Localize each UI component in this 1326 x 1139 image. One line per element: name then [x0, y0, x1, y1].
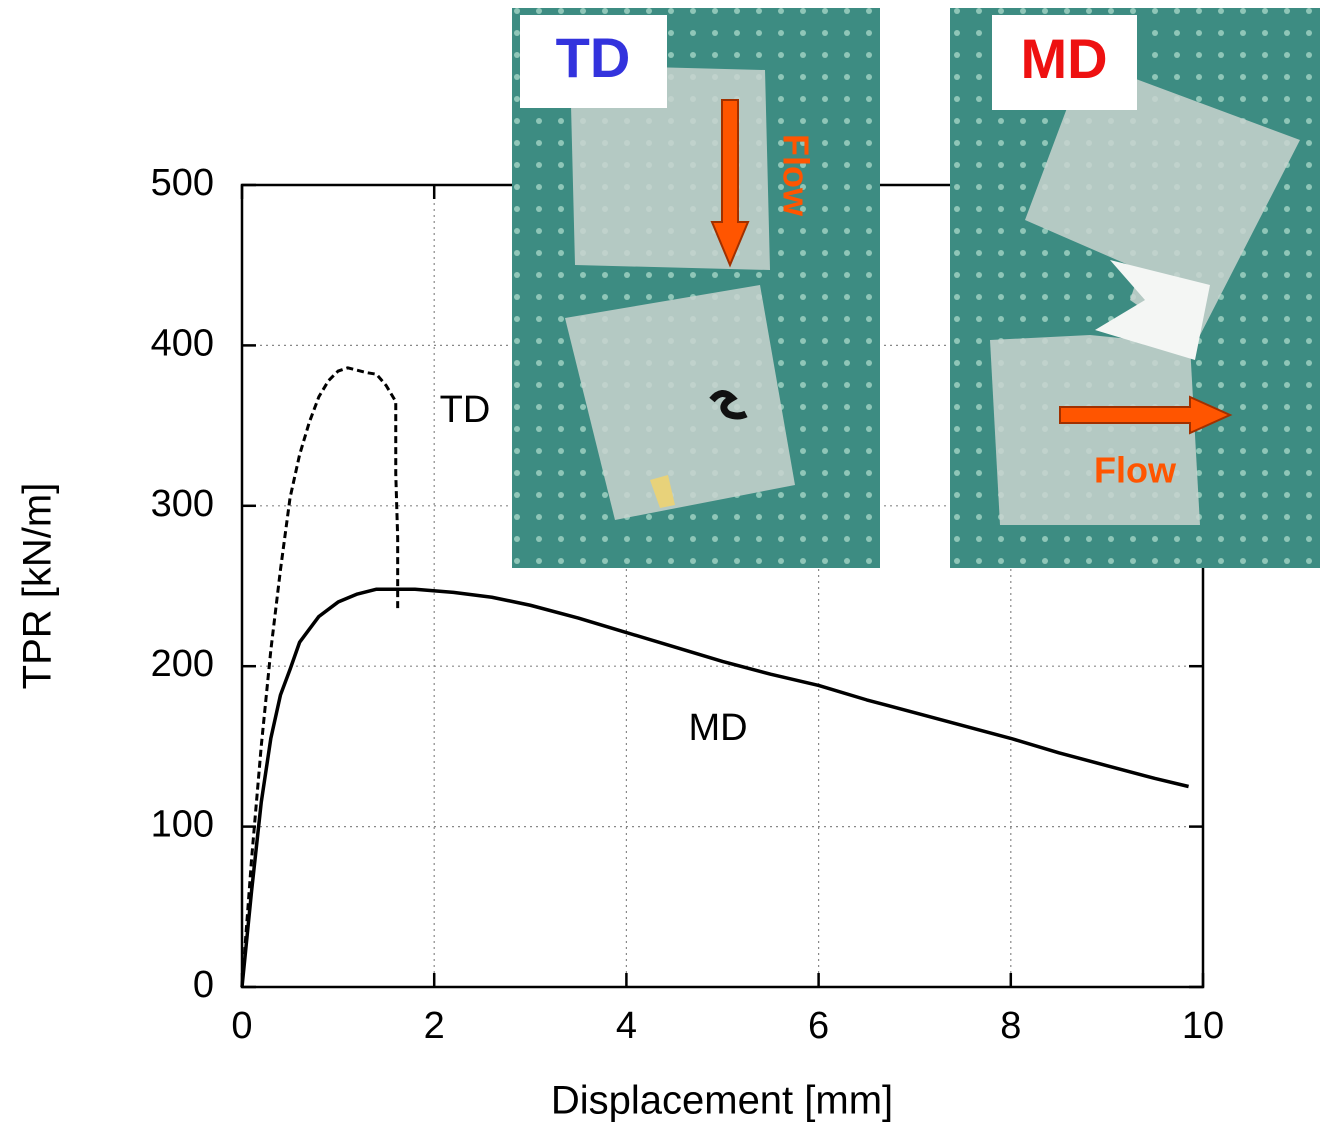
line-1 — [240, 587, 1189, 988]
y-tick-label: 300 — [151, 483, 214, 525]
x-tick-label: 6 — [808, 1005, 829, 1047]
y-tick-label: 0 — [193, 964, 214, 1006]
inset-label: TD — [556, 26, 631, 89]
series-annotation: TD — [440, 389, 491, 431]
y-tick-label: 400 — [151, 322, 214, 364]
flow-label: Flow — [1094, 450, 1177, 491]
photo-md — [950, 8, 1320, 568]
x-axis-label: Displacement [mm] — [551, 1079, 893, 1123]
x-tick-label: 0 — [231, 1005, 252, 1047]
y-axis-label: TPR [kN/m] — [16, 483, 60, 690]
x-tick-label: 2 — [424, 1005, 445, 1047]
photo-td — [512, 8, 880, 568]
line-0 — [240, 366, 400, 988]
inset-label: MD — [1020, 27, 1107, 90]
flow-label: Flow — [775, 134, 816, 217]
y-tick-label: 200 — [151, 643, 214, 685]
y-tick-label: 100 — [151, 804, 214, 846]
x-tick-label: 10 — [1182, 1005, 1224, 1047]
y-tick-label: 500 — [151, 162, 214, 204]
x-tick-label: 8 — [1000, 1005, 1021, 1047]
series-annotation: MD — [688, 707, 747, 749]
x-tick-label: 4 — [616, 1005, 637, 1047]
